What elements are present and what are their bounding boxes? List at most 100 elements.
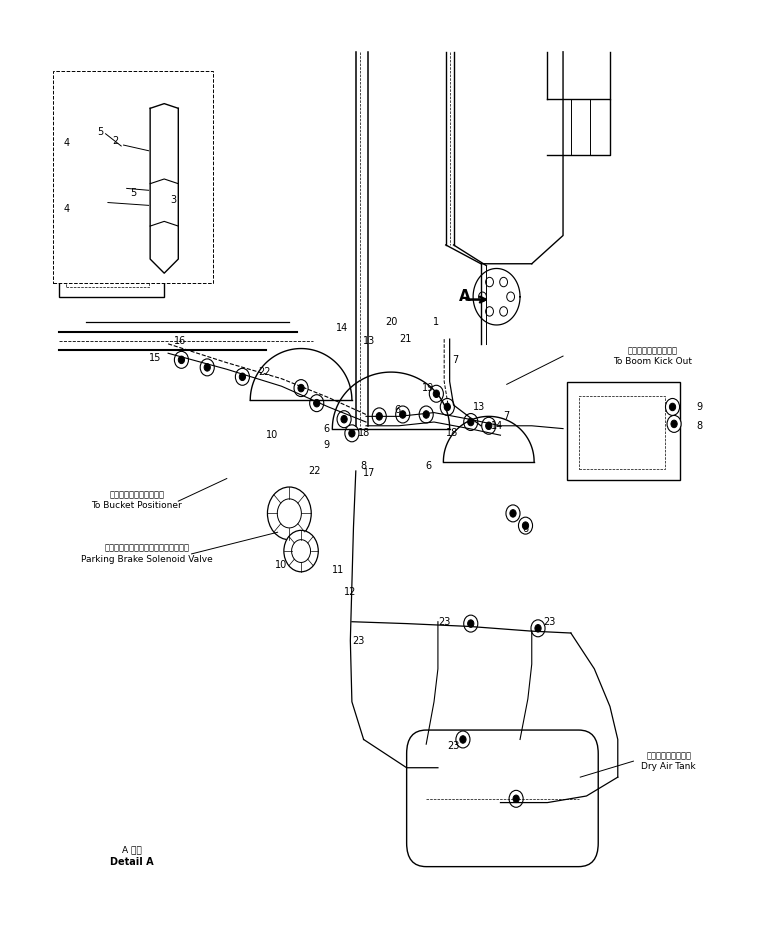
Circle shape (468, 620, 474, 627)
Text: 8: 8 (697, 421, 703, 430)
Circle shape (372, 408, 386, 425)
Circle shape (117, 176, 137, 201)
Circle shape (535, 625, 541, 632)
Text: 19: 19 (422, 383, 435, 393)
Text: 4: 4 (63, 204, 70, 214)
Circle shape (460, 736, 466, 743)
Circle shape (178, 356, 185, 364)
Circle shape (444, 403, 450, 411)
Circle shape (518, 517, 533, 534)
FancyBboxPatch shape (407, 730, 598, 867)
Circle shape (292, 540, 310, 562)
Circle shape (456, 731, 470, 748)
Text: 6: 6 (522, 525, 529, 534)
Circle shape (423, 411, 429, 418)
Text: 23: 23 (543, 617, 555, 626)
Circle shape (160, 117, 169, 128)
Text: 6: 6 (394, 405, 400, 414)
Circle shape (298, 384, 304, 392)
Circle shape (464, 615, 478, 632)
Circle shape (341, 415, 347, 423)
Bar (66, 212, 149, 287)
Text: 16: 16 (174, 336, 186, 346)
Circle shape (204, 364, 210, 371)
Text: 6: 6 (324, 424, 330, 433)
Circle shape (160, 145, 169, 156)
Bar (567, 382, 680, 480)
Bar (579, 396, 665, 469)
Circle shape (120, 140, 127, 150)
Text: To Boom Kick Out: To Boom Kick Out (613, 357, 693, 366)
Circle shape (160, 235, 169, 246)
Text: 8: 8 (361, 462, 367, 471)
Text: 21: 21 (399, 334, 411, 344)
Text: 13: 13 (363, 336, 375, 346)
Circle shape (337, 411, 351, 428)
Text: 13: 13 (472, 402, 485, 412)
Circle shape (267, 487, 311, 540)
Circle shape (440, 398, 454, 415)
Text: Dry Air Tank: Dry Air Tank (641, 762, 696, 771)
Circle shape (98, 190, 118, 215)
Circle shape (509, 790, 523, 807)
Circle shape (314, 399, 320, 407)
Text: 22: 22 (308, 466, 321, 476)
Text: 10: 10 (275, 560, 288, 570)
Text: 15: 15 (149, 353, 161, 363)
Text: 2: 2 (113, 137, 119, 146)
Circle shape (468, 418, 474, 426)
Circle shape (102, 129, 109, 138)
Circle shape (665, 398, 680, 415)
Circle shape (671, 420, 677, 428)
Text: 3: 3 (170, 195, 177, 204)
Circle shape (278, 499, 301, 528)
Text: 20: 20 (385, 317, 397, 327)
Circle shape (113, 133, 134, 157)
Text: 23: 23 (438, 617, 450, 626)
Circle shape (200, 359, 214, 376)
Circle shape (433, 390, 439, 398)
Text: 5: 5 (97, 127, 103, 137)
Bar (53, 71, 213, 283)
Circle shape (486, 277, 493, 286)
Circle shape (235, 368, 249, 385)
Bar (59, 198, 164, 297)
Circle shape (486, 422, 492, 430)
Text: ドライエアータンク: ドライエアータンク (646, 751, 691, 760)
Text: 18: 18 (357, 429, 370, 438)
Circle shape (174, 351, 188, 368)
Circle shape (500, 277, 508, 286)
Circle shape (419, 406, 433, 423)
Text: ブームキックアウトへ: ブームキックアウトへ (628, 346, 678, 355)
Circle shape (239, 373, 246, 381)
Text: Parking Brake Solenoid Valve: Parking Brake Solenoid Valve (81, 555, 213, 564)
Circle shape (506, 505, 520, 522)
Circle shape (482, 417, 496, 434)
Circle shape (123, 184, 131, 193)
Text: 23: 23 (352, 636, 364, 645)
Text: A: A (459, 289, 472, 304)
Text: Detail A: Detail A (109, 857, 153, 867)
Text: 7: 7 (452, 355, 458, 365)
Text: 22: 22 (258, 367, 271, 377)
Text: 11: 11 (332, 565, 344, 575)
Text: 14: 14 (336, 323, 349, 333)
Circle shape (486, 307, 493, 317)
Text: 4: 4 (63, 138, 70, 148)
Text: 12: 12 (344, 587, 357, 596)
Text: 1: 1 (433, 317, 439, 327)
Text: パーキングブレーキソレノイドバルブ: パーキングブレーキソレノイドバルブ (105, 544, 189, 553)
Circle shape (349, 430, 355, 437)
Text: To Bucket Positioner: To Bucket Positioner (91, 501, 182, 511)
Circle shape (669, 403, 676, 411)
Circle shape (464, 414, 478, 430)
Text: 5: 5 (130, 188, 136, 198)
Circle shape (667, 415, 681, 432)
Text: 9: 9 (324, 440, 330, 449)
Circle shape (479, 292, 486, 301)
Text: 23: 23 (447, 741, 460, 751)
Circle shape (160, 206, 169, 218)
Circle shape (507, 292, 515, 301)
Circle shape (310, 395, 324, 412)
Circle shape (160, 173, 169, 185)
